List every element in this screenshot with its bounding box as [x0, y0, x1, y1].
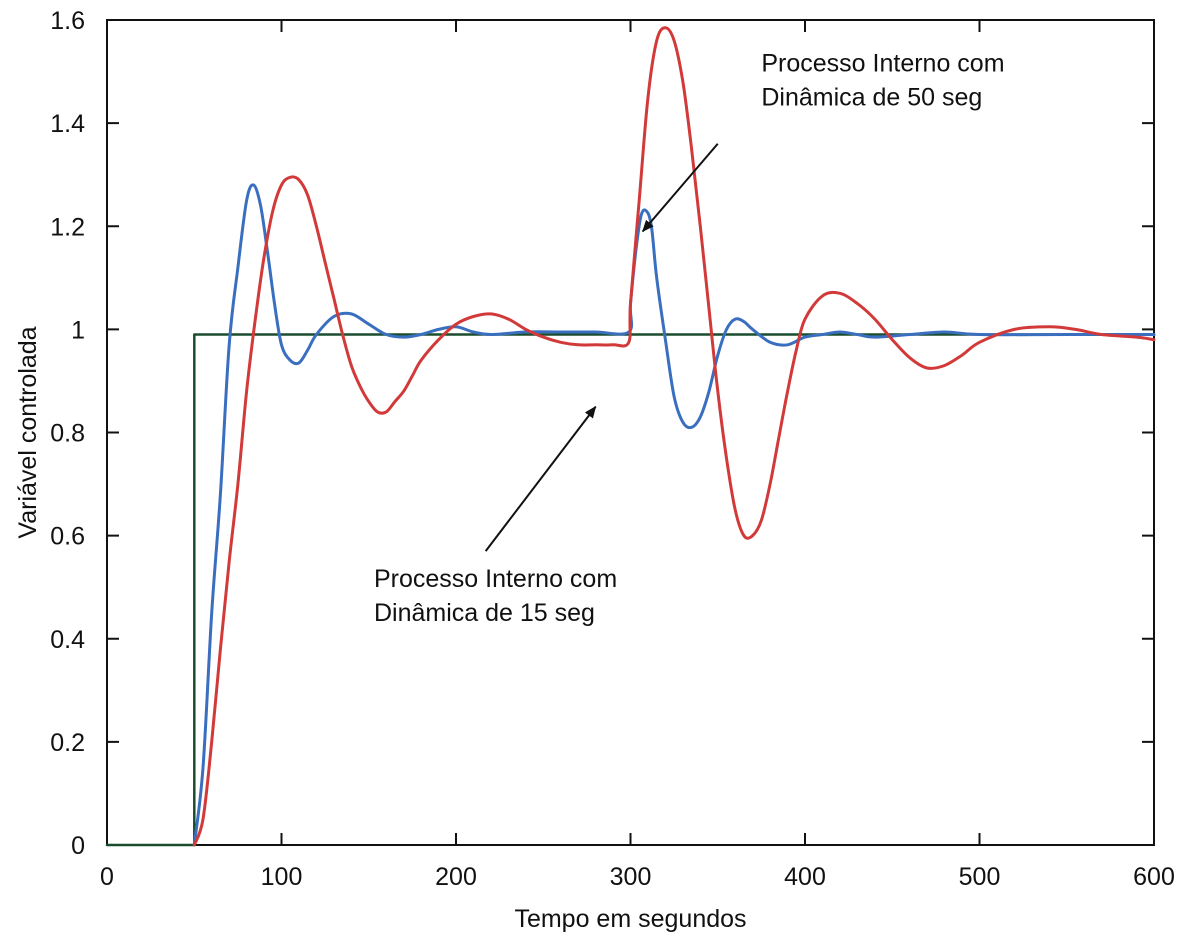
x-tick-label: 500	[959, 863, 1001, 891]
annotation-2: Processo Interno com Dinâmica de 15 seg	[374, 405, 617, 627]
plot-frame	[106, 19, 1155, 846]
axis-ticks	[106, 19, 1155, 846]
y-tick-label: 0.4	[50, 626, 85, 654]
y-tick-label: 1	[71, 316, 85, 344]
series-group	[105, 26, 1156, 847]
annotation-line: Processo Interno com	[761, 50, 1004, 78]
blue-response-line	[192, 183, 1156, 847]
axis-tick-labels: 0 100 200 300 400 500 600 0 0.2 0.4 0.6 0.8 1 1.2 1.4 1…	[50, 7, 1175, 891]
annotations: Processo Interno com Dinâmica de 50 segPr…	[374, 50, 1005, 628]
x-tick-label: 100	[261, 863, 303, 891]
x-tick-label: 400	[784, 863, 826, 891]
x-tick-label: 300	[610, 863, 652, 891]
y-tick-label: 0.6	[50, 523, 85, 551]
annotation-line: Dinâmica de 50 seg	[761, 84, 982, 112]
y-axis-title: Variável controlada	[14, 326, 42, 538]
annotation-arrow	[641, 143, 719, 233]
x-tick-label: 600	[1133, 863, 1175, 891]
annotation-arrow	[484, 405, 597, 552]
annotation-text: Processo Interno com Dinâmica de 15 seg	[374, 565, 617, 627]
red-response-line	[192, 26, 1156, 847]
x-tick-label: 200	[435, 863, 477, 891]
annotation-text: Processo Interno com Dinâmica de 50 seg	[761, 50, 1004, 112]
annotation-line: Processo Interno com	[374, 565, 617, 593]
y-tick-label: 0.2	[50, 729, 85, 757]
y-tick-label: 0.8	[50, 420, 85, 448]
plot-border	[106, 19, 1155, 846]
y-tick-label: 0	[71, 832, 85, 860]
y-tick-label: 1.4	[50, 110, 85, 138]
y-tick-label: 1.2	[50, 213, 85, 241]
x-axis-title: Tempo em segundos	[514, 905, 746, 933]
setpoint-line	[105, 333, 1156, 847]
annotation-1: Processo Interno com Dinâmica de 50 seg	[641, 50, 1005, 233]
y-tick-label: 1.6	[50, 7, 85, 35]
x-tick-label: 0	[100, 863, 114, 891]
annotation-line: Dinâmica de 15 seg	[374, 599, 595, 627]
